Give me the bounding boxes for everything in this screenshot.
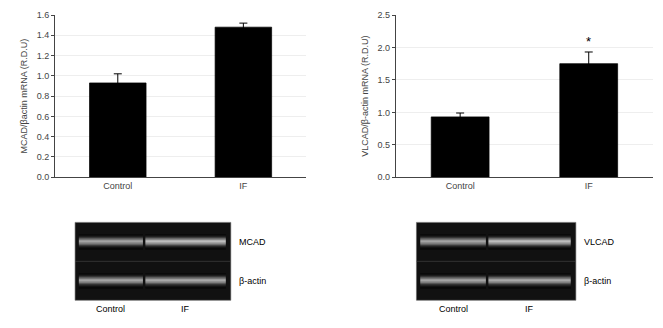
svg-text:0.2: 0.2: [37, 152, 50, 162]
svg-text:0.8: 0.8: [37, 91, 50, 101]
svg-text:1.0: 1.0: [378, 108, 391, 118]
svg-text:0.4: 0.4: [37, 132, 50, 142]
svg-text:Control: Control: [439, 304, 468, 314]
svg-text:IF: IF: [525, 304, 534, 314]
svg-text:0.6: 0.6: [37, 112, 50, 122]
svg-text:2.0: 2.0: [378, 43, 391, 53]
svg-text:*: *: [586, 34, 591, 49]
svg-text:VLCAD/β-actin mRNA (R.D.U): VLCAD/β-actin mRNA (R.D.U): [360, 36, 370, 157]
svg-text:IF: IF: [239, 181, 248, 191]
svg-text:2.5: 2.5: [378, 10, 391, 20]
svg-text:Control: Control: [96, 304, 125, 314]
svg-text:0.5: 0.5: [378, 140, 391, 150]
svg-text:Control: Control: [103, 181, 132, 191]
svg-text:0.0: 0.0: [378, 172, 391, 182]
svg-text:1.6: 1.6: [37, 10, 50, 20]
svg-text:IF: IF: [585, 181, 594, 191]
svg-text:β-actin: β-actin: [584, 276, 611, 286]
svg-text:1.5: 1.5: [378, 75, 391, 85]
svg-text:VLCAD: VLCAD: [584, 237, 615, 247]
svg-text:1.2: 1.2: [37, 51, 50, 61]
svg-text:MCAD/βactin mRNA (R.D.U): MCAD/βactin mRNA (R.D.U): [19, 39, 29, 154]
svg-text:Control: Control: [446, 181, 475, 191]
svg-text:IF: IF: [181, 304, 190, 314]
svg-text:MCAD: MCAD: [239, 237, 266, 247]
svg-text:0.0: 0.0: [37, 172, 50, 182]
svg-text:1.4: 1.4: [37, 30, 50, 40]
svg-text:β-actin: β-actin: [239, 276, 266, 286]
svg-text:1.0: 1.0: [37, 71, 50, 81]
